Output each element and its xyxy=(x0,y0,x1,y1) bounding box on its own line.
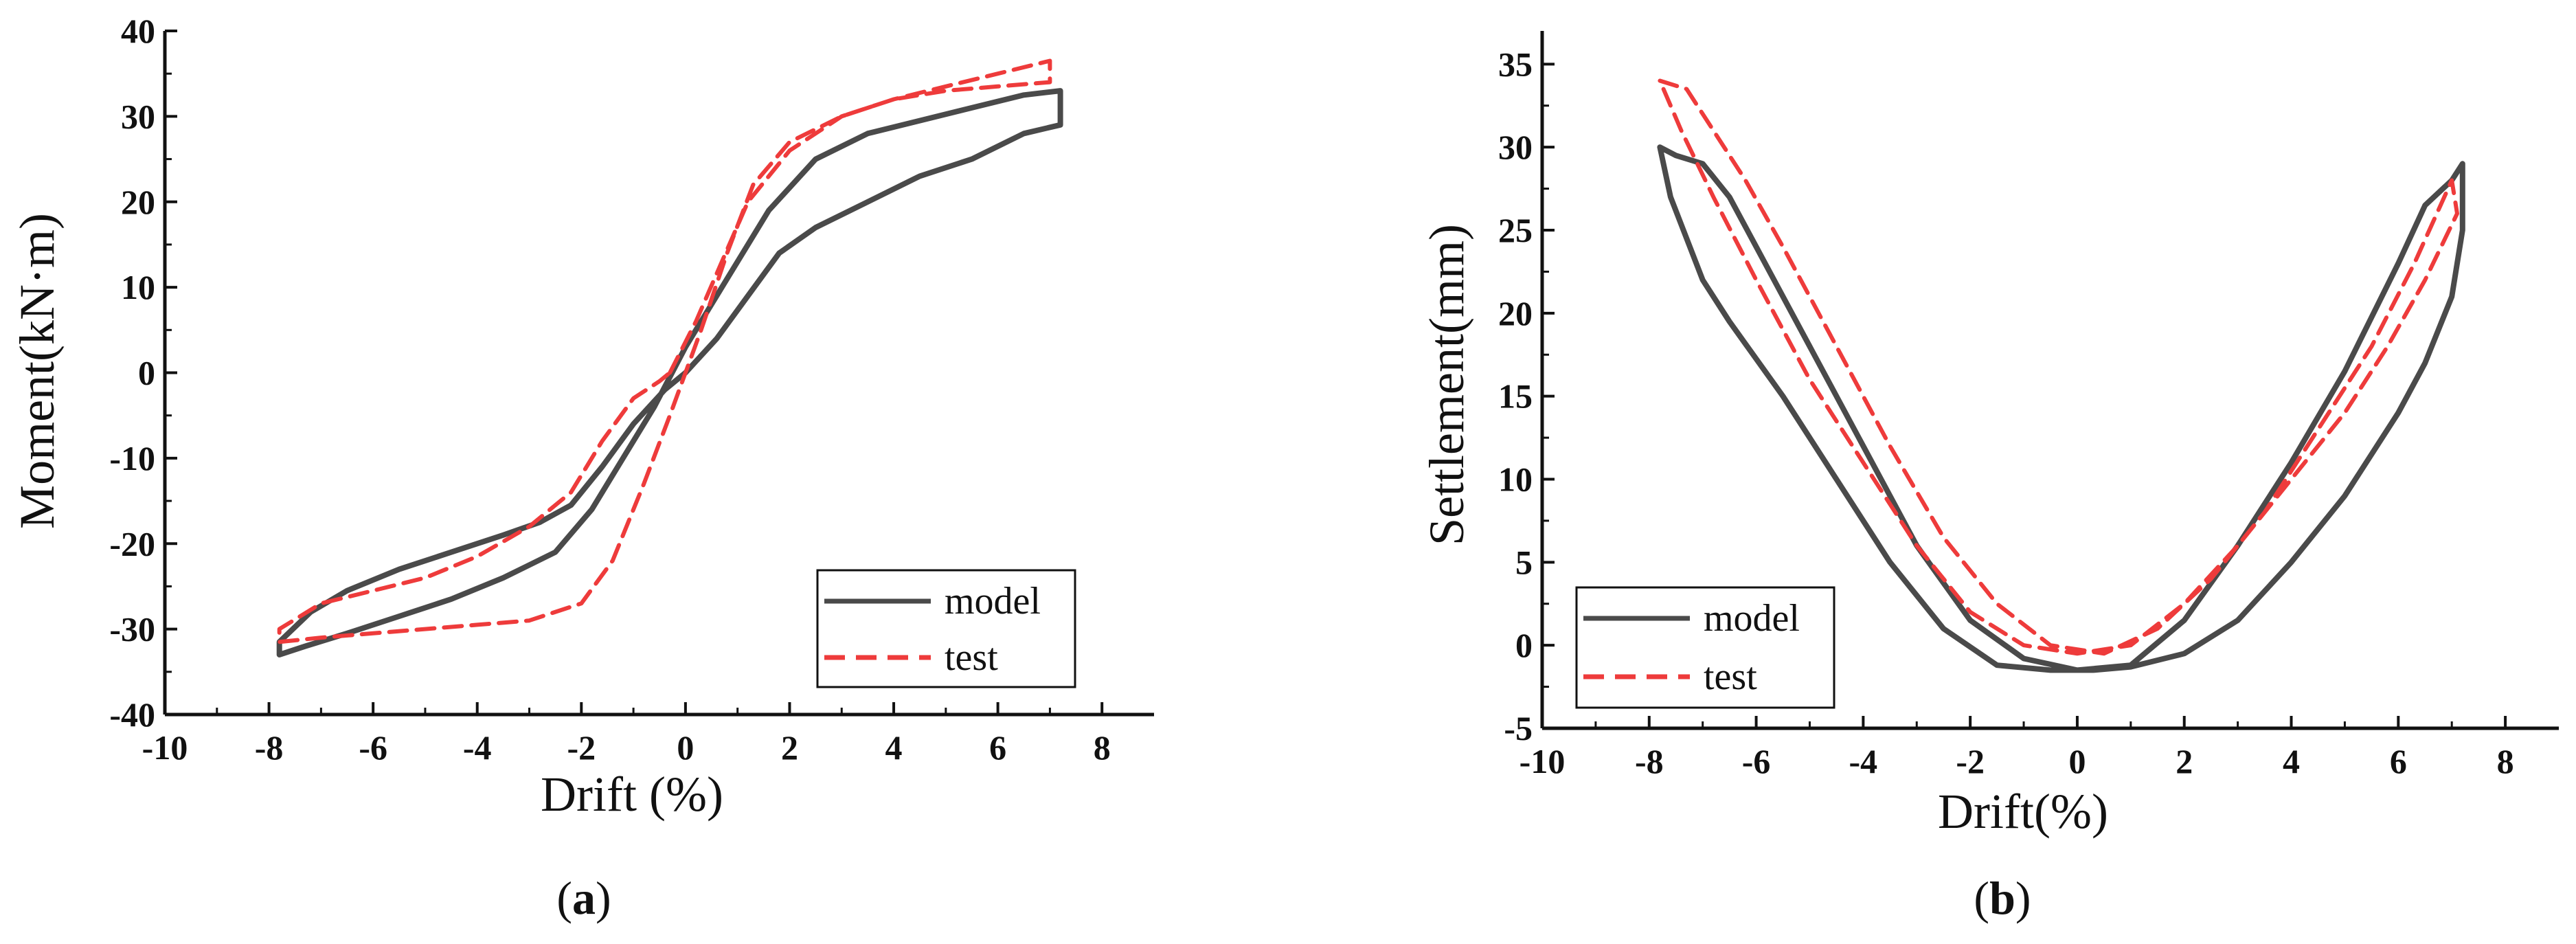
panel-b-y-tick-label: 0 xyxy=(1515,626,1533,664)
panel-b-caption-letter: b xyxy=(1989,872,2015,924)
panel-a-y-tick-label: 30 xyxy=(121,97,155,135)
panel-b-series-test xyxy=(1658,78,2459,656)
panel-b-y-tick-label: -5 xyxy=(1504,709,1533,748)
panel-b-x-tick-label: 0 xyxy=(2068,742,2086,780)
panel-b-tick-labels: -10 -8 -6 -4 -2 0 2 4 6 8 -5 0 5 10 15 20 25 30 35 xyxy=(1498,45,2514,780)
panel-b-x-tick-label: 6 xyxy=(2390,742,2407,780)
panel-a-x-tick-label: 6 xyxy=(989,728,1006,767)
panel-a-legend: model test xyxy=(816,569,1076,688)
panel-a-caption-close: ) xyxy=(596,872,611,924)
panel-b-x-tick-label: 4 xyxy=(2283,742,2300,780)
panel-a-x-tick-label: -8 xyxy=(255,728,284,767)
panel-a-series-test xyxy=(277,58,1052,644)
panel-a-x-tick-label: -2 xyxy=(567,728,596,767)
panel-b-x-tick-label: -10 xyxy=(1519,742,1566,780)
panel-b-x-tick-label: 8 xyxy=(2497,742,2514,780)
panel-a-axes xyxy=(163,31,1154,717)
panel-b-x-tick-label: -6 xyxy=(1742,742,1771,780)
panel-a-x-tick-label: -4 xyxy=(463,728,492,767)
panel-b-y-tick-label: 30 xyxy=(1498,128,1533,166)
panel-a-caption-letter: a xyxy=(572,872,596,924)
panel-a-y-tick-label: 40 xyxy=(121,12,155,50)
panel-b-legend: model test xyxy=(1575,586,1835,709)
panel-b-series-model xyxy=(1657,144,2465,673)
panel-b-caption: (b) xyxy=(1974,872,2031,924)
panel-b: -10 -8 -6 -4 -2 0 2 4 6 8 -5 0 5 10 15 20 25 30 35 Drift(%… xyxy=(1419,31,2559,924)
panel-a-caption: (a) xyxy=(556,872,611,924)
panel-a-legend-box xyxy=(816,569,1076,688)
panel-a-y-tick-label: -40 xyxy=(109,695,155,734)
panel-b-x-tick-label: 2 xyxy=(2176,742,2193,780)
panel-a-x-tick-label: 2 xyxy=(781,728,798,767)
panel-a-legend-model-label: model xyxy=(945,580,1041,622)
panel-a-y-tick-label: 10 xyxy=(121,268,155,306)
panel-b-series xyxy=(1657,78,2465,673)
panel-b-y-tick-label: 25 xyxy=(1498,211,1533,249)
panel-b-y-tick-label: 35 xyxy=(1498,45,1533,83)
panel-b-legend-test-label: test xyxy=(1704,655,1757,698)
panel-b-y-tick-label: 15 xyxy=(1498,377,1533,416)
panel-b-y-tick-label: 5 xyxy=(1515,543,1533,581)
panel-a-caption-open: ( xyxy=(556,872,572,924)
panel-a-y-tick-label: -10 xyxy=(109,439,155,477)
panel-b-x-tick-label: -4 xyxy=(1849,742,1878,780)
panel-b-y-axis-title: Settlement(mm) xyxy=(1419,224,1474,546)
panel-a-x-axis-title: Drift (%) xyxy=(541,767,723,822)
panel-a-y-tick-label: -20 xyxy=(109,524,155,563)
panel-a-y-tick-label: -30 xyxy=(109,610,155,649)
panel-b-caption-close: ) xyxy=(2015,872,2031,924)
panel-a-y-tick-label: 20 xyxy=(121,183,155,221)
panel-a-x-tick-label: -6 xyxy=(359,728,387,767)
panel-b-y-tick-label: 10 xyxy=(1498,460,1533,499)
panel-a-x-tick-label: 0 xyxy=(677,728,694,767)
panel-b-caption-open: ( xyxy=(1974,872,1989,924)
panel-b-x-tick-label: -2 xyxy=(1956,742,1985,780)
panel-b-legend-box xyxy=(1575,586,1835,709)
panel-b-x-tick-label: -8 xyxy=(1635,742,1664,780)
panel-b-y-tick-label: 20 xyxy=(1498,294,1533,333)
panel-a-series xyxy=(276,58,1063,658)
panel-a-x-tick-label: -10 xyxy=(142,728,188,767)
panel-a-series-model xyxy=(276,88,1063,658)
panel-a-y-tick-label: 0 xyxy=(138,354,155,392)
panel-b-axes xyxy=(1540,31,2559,730)
panel-a-y-axis-title: Moment(kN·m) xyxy=(10,213,65,529)
panel-b-legend-model-label: model xyxy=(1704,597,1800,640)
panel-a-legend-test-label: test xyxy=(945,636,998,679)
panel-b-x-axis-title: Drift(%) xyxy=(1938,784,2108,839)
panel-a-x-tick-label: 4 xyxy=(885,728,903,767)
panel-a-x-tick-label: 8 xyxy=(1094,728,1111,767)
